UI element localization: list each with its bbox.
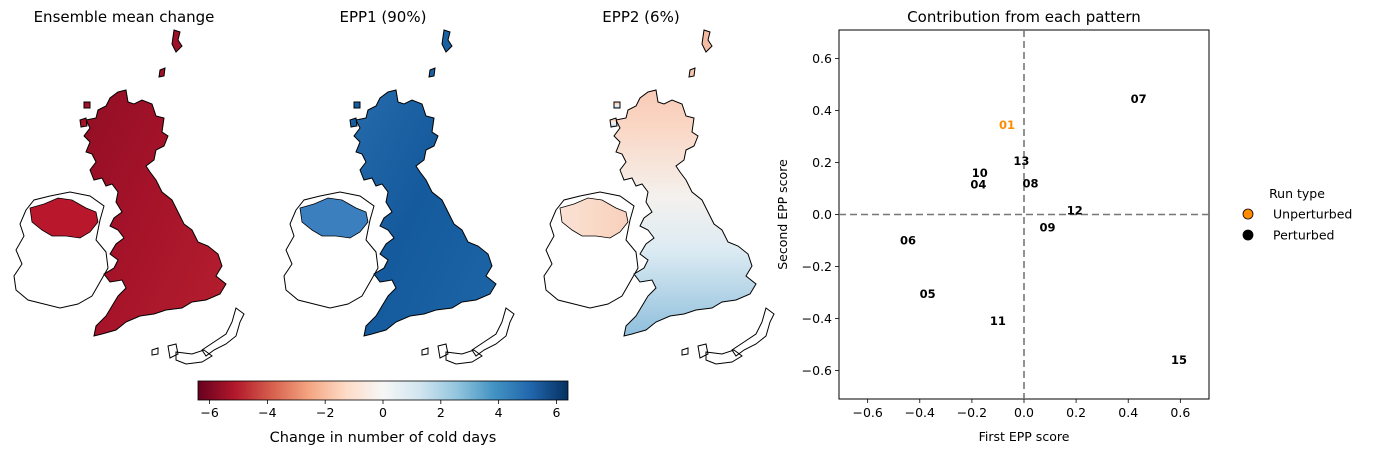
great-britain-shading: [83, 29, 227, 337]
y-tick-label: 0.0: [812, 207, 832, 222]
point-label: 01: [999, 118, 1015, 132]
y-tick-label: −0.6: [802, 363, 832, 378]
colorbar-tick-label: 0: [379, 405, 387, 420]
point-label: 13: [1013, 154, 1029, 168]
colorbar: −6 −4 −2 0 2 4 6 Change in number of cold days: [197, 380, 569, 446]
island-outline: [201, 307, 245, 357]
northern-ireland-outline: [299, 197, 369, 239]
x-tick-label: 0.2: [1066, 405, 1086, 420]
northern-ireland-shading: [560, 198, 628, 238]
point-label: 12: [1067, 204, 1083, 218]
island-outline: [613, 101, 621, 109]
scatter-chart: Contribution from each pattern −0.6 −0.4 −0…: [775, 8, 1210, 444]
island-outline: [437, 343, 449, 359]
map-panel-3: EPP2 (6%): [543, 8, 775, 365]
map-title: EPP2 (6%): [602, 8, 679, 26]
point-label: 06: [900, 233, 916, 247]
y-tick-label: −0.2: [802, 259, 832, 274]
legend-label: Unperturbed: [1273, 207, 1352, 222]
legend-marker: [1242, 208, 1254, 220]
colorbar-tick-label: −2: [316, 405, 334, 420]
point-label: 07: [1131, 92, 1147, 106]
island-outline: [353, 101, 361, 109]
point-label: 04: [970, 178, 986, 192]
y-tick-label: 0.2: [812, 155, 832, 170]
legend-marker: [1242, 229, 1254, 241]
x-tick-label: −0.2: [957, 405, 987, 420]
island-outline: [471, 307, 515, 357]
colorbar-gradient: [197, 380, 569, 401]
colorbar-tick-label: −6: [200, 405, 218, 420]
x-tick-label: −0.6: [852, 405, 882, 420]
colorbar-tick-label: 2: [437, 405, 445, 420]
point-label: 09: [1039, 220, 1055, 234]
northern-ireland-outline: [559, 197, 629, 239]
map-title: Ensemble mean change: [34, 8, 215, 26]
x-tick-label: 0.6: [1170, 405, 1190, 420]
great-britain-shading: [353, 29, 497, 337]
legend-label: Perturbed: [1273, 228, 1334, 243]
x-tick-label: 0.4: [1118, 405, 1138, 420]
legend-title: Run type: [1269, 186, 1325, 201]
island-outline: [83, 101, 91, 109]
point-label: 08: [1023, 176, 1039, 190]
island-outline: [151, 347, 159, 356]
legend: Run type Unperturbed Perturbed: [1242, 186, 1352, 243]
y-tick-label: 0.6: [812, 51, 832, 66]
island-outline: [731, 307, 775, 357]
northern-ireland-shading: [30, 198, 98, 238]
map-title: EPP1 (90%): [340, 8, 427, 26]
point-label: 11: [990, 314, 1006, 328]
x-tick-label: −0.4: [905, 405, 935, 420]
island-outline: [79, 117, 88, 128]
map-panel-2: EPP1 (90%): [283, 8, 515, 365]
island-outline: [175, 349, 213, 365]
island-outline: [445, 349, 483, 365]
colorbar-tick-label: −4: [258, 405, 276, 420]
colorbar-tick-label: 4: [495, 405, 503, 420]
colorbar-label: Change in number of cold days: [270, 430, 497, 446]
island-outline: [167, 343, 179, 359]
map-panel-1: Ensemble mean change: [13, 8, 245, 365]
y-axis-label: Second EPP score: [775, 159, 790, 270]
point-label: 15: [1171, 353, 1187, 367]
y-tick-label: −0.4: [802, 311, 832, 326]
colorbar-tick-label: 6: [552, 405, 560, 420]
point-label: 10: [972, 166, 988, 180]
northern-ireland-outline: [29, 197, 99, 239]
point-label: 05: [920, 287, 936, 301]
x-axis-label: First EPP score: [979, 429, 1070, 444]
island-outline: [349, 117, 358, 128]
island-outline: [697, 343, 709, 359]
x-tick-label: 0.0: [1014, 405, 1034, 420]
y-tick-label: 0.4: [812, 103, 832, 118]
island-outline: [705, 349, 743, 365]
island-outline: [609, 117, 618, 128]
island-outline: [681, 347, 689, 356]
scatter-title: Contribution from each pattern: [907, 8, 1141, 26]
northern-ireland-shading: [300, 198, 368, 238]
island-outline: [421, 347, 429, 356]
great-britain-shading: [613, 29, 757, 337]
